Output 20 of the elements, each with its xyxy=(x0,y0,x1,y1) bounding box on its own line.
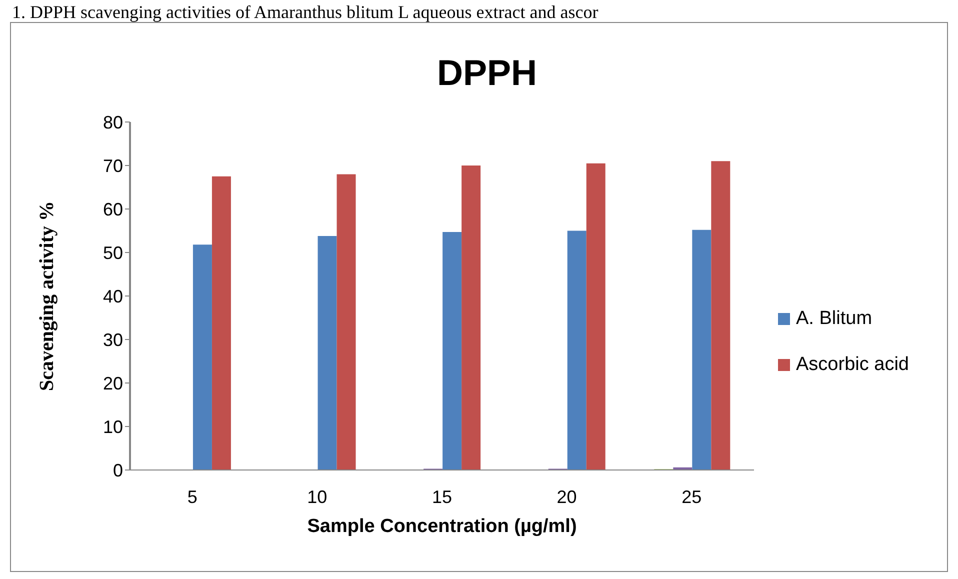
y-tick-label: 30 xyxy=(102,330,123,350)
x-tick-label: 20 xyxy=(556,486,577,507)
legend-label: Ascorbic acid xyxy=(796,354,909,376)
text: 1. DPPH scavenging activities of Amaranthus blitum L aqueous extract and ascor xyxy=(12,2,598,23)
y-tick-label: 20 xyxy=(102,373,123,394)
legend-label: A. Blitum xyxy=(796,308,872,330)
x-tick-label: 10 xyxy=(307,486,328,507)
x-tick-label: 15 xyxy=(432,486,452,507)
x-tick-label: 5 xyxy=(187,486,198,507)
y-axis-title: Scavenging activity % xyxy=(36,201,58,391)
chart-title: DPPH xyxy=(436,52,538,94)
y-tick-label: 0 xyxy=(112,460,123,480)
y-tick-label: 60 xyxy=(102,199,123,220)
y-tick-label: 70 xyxy=(102,156,123,176)
y-tick-label: 40 xyxy=(102,286,123,306)
y-tick-label: 50 xyxy=(102,242,123,263)
x-tick-label: 25 xyxy=(682,486,702,507)
x-axis-title: Sample Concentration (µg/ml) xyxy=(307,516,577,537)
y-tick-label: 10 xyxy=(102,416,123,437)
y-tick-label: 80 xyxy=(102,112,123,132)
